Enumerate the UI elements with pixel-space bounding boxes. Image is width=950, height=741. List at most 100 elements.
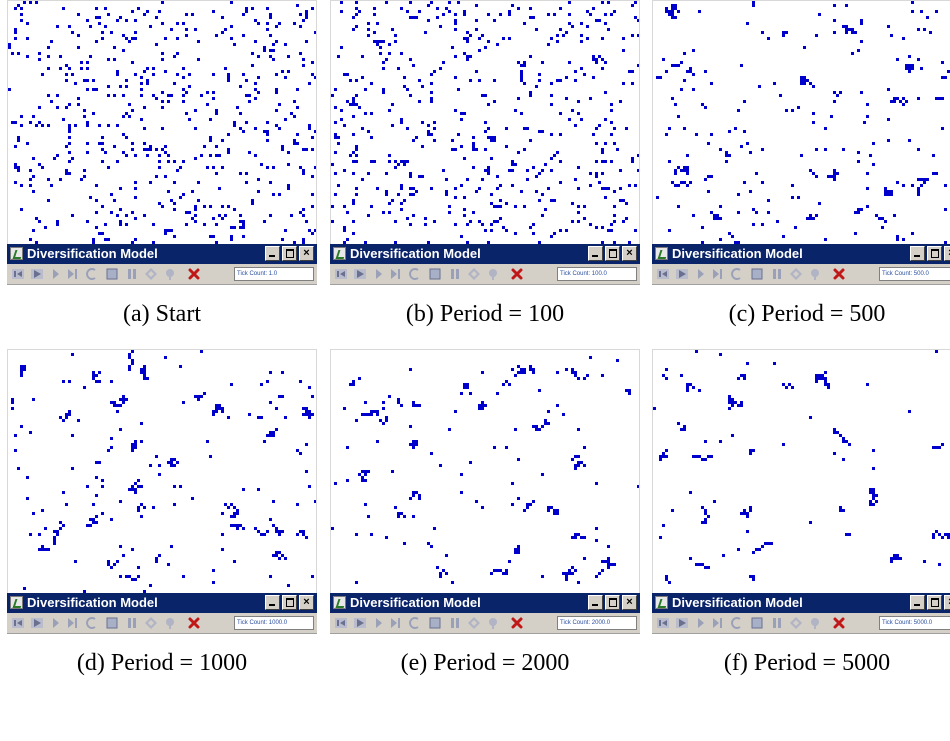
step-button[interactable] xyxy=(372,267,386,281)
setup-button[interactable] xyxy=(428,267,442,281)
maximize-button[interactable] xyxy=(605,595,620,610)
window-title-bar[interactable]: Diversification Model× xyxy=(330,244,640,264)
agent xyxy=(430,1,433,4)
record-button[interactable] xyxy=(163,616,177,630)
step-forward-button[interactable] xyxy=(388,616,402,630)
maximize-button[interactable] xyxy=(282,595,297,610)
step-forward-button[interactable] xyxy=(710,267,724,281)
agent xyxy=(400,187,403,190)
pause-button[interactable] xyxy=(448,267,462,281)
step-button[interactable] xyxy=(694,616,708,630)
close-button[interactable]: × xyxy=(622,595,637,610)
close-button[interactable]: × xyxy=(944,595,950,610)
pause-button[interactable] xyxy=(448,616,462,630)
exit-button[interactable] xyxy=(187,267,201,281)
close-button[interactable]: × xyxy=(299,246,314,261)
record-button[interactable] xyxy=(486,267,500,281)
options-button[interactable] xyxy=(467,267,481,281)
exit-button[interactable] xyxy=(510,616,524,630)
step-forward-button[interactable] xyxy=(65,267,79,281)
pause-button[interactable] xyxy=(125,267,139,281)
agent xyxy=(266,22,269,25)
minimize-button[interactable] xyxy=(265,595,280,610)
reset-button[interactable] xyxy=(408,616,422,630)
maximize-button[interactable] xyxy=(927,595,942,610)
step-button[interactable] xyxy=(694,267,708,281)
record-button[interactable] xyxy=(808,267,822,281)
window-title-bar[interactable]: Diversification Model× xyxy=(652,593,950,613)
pause-button[interactable] xyxy=(770,267,784,281)
close-button[interactable]: × xyxy=(299,595,314,610)
maximize-button[interactable] xyxy=(282,246,297,261)
agent xyxy=(514,232,517,235)
tick-count-display: Tick Count: 5000.0 xyxy=(879,616,950,630)
reset-button[interactable] xyxy=(730,616,744,630)
maximize-button[interactable] xyxy=(605,246,620,261)
close-button[interactable]: × xyxy=(944,246,950,261)
window-title-bar[interactable]: Diversification Model× xyxy=(7,593,317,613)
setup-button[interactable] xyxy=(428,616,442,630)
step-back-button[interactable] xyxy=(11,267,25,281)
app-icon xyxy=(10,247,23,260)
exit-button[interactable] xyxy=(832,267,846,281)
options-button[interactable] xyxy=(789,267,803,281)
pause-button[interactable] xyxy=(125,616,139,630)
agent xyxy=(352,199,355,202)
play-button[interactable] xyxy=(30,616,44,630)
options-button[interactable] xyxy=(467,616,481,630)
setup-button[interactable] xyxy=(750,616,764,630)
close-button[interactable]: × xyxy=(622,246,637,261)
minimize-button[interactable] xyxy=(265,246,280,261)
agent xyxy=(400,160,403,163)
step-button[interactable] xyxy=(49,267,63,281)
play-button[interactable] xyxy=(675,616,689,630)
step-forward-button[interactable] xyxy=(388,267,402,281)
pause-button[interactable] xyxy=(770,616,784,630)
options-button[interactable] xyxy=(144,616,158,630)
play-button[interactable] xyxy=(353,616,367,630)
reset-button[interactable] xyxy=(730,267,744,281)
record-button[interactable] xyxy=(808,616,822,630)
step-forward-button[interactable] xyxy=(65,616,79,630)
agent xyxy=(56,220,59,223)
agent xyxy=(511,4,514,7)
agent xyxy=(161,22,164,25)
exit-button[interactable] xyxy=(187,616,201,630)
reset-button[interactable] xyxy=(408,267,422,281)
setup-button[interactable] xyxy=(105,616,119,630)
exit-button[interactable] xyxy=(832,616,846,630)
play-button[interactable] xyxy=(353,267,367,281)
step-forward-button[interactable] xyxy=(710,616,724,630)
agent xyxy=(544,163,547,166)
agent xyxy=(137,509,140,512)
step-back-button[interactable] xyxy=(11,616,25,630)
minimize-button[interactable] xyxy=(910,246,925,261)
play-button[interactable] xyxy=(30,267,44,281)
step-back-button[interactable] xyxy=(334,267,348,281)
step-button[interactable] xyxy=(49,616,63,630)
reset-button[interactable] xyxy=(85,616,99,630)
record-button[interactable] xyxy=(486,616,500,630)
record-button[interactable] xyxy=(163,267,177,281)
options-button[interactable] xyxy=(789,616,803,630)
step-back-button[interactable] xyxy=(334,616,348,630)
agent xyxy=(14,434,17,437)
exit-button[interactable] xyxy=(510,267,524,281)
minimize-button[interactable] xyxy=(910,595,925,610)
reset-button[interactable] xyxy=(85,267,99,281)
options-button[interactable] xyxy=(144,267,158,281)
step-back-button[interactable] xyxy=(656,616,670,630)
play-button[interactable] xyxy=(675,267,689,281)
window-title-bar[interactable]: Diversification Model× xyxy=(7,244,317,264)
maximize-button[interactable] xyxy=(927,246,942,261)
window-title-bar[interactable]: Diversification Model× xyxy=(652,244,950,264)
setup-button[interactable] xyxy=(750,267,764,281)
window-title-bar[interactable]: Diversification Model× xyxy=(330,593,640,613)
step-back-button[interactable] xyxy=(656,267,670,281)
minimize-button[interactable] xyxy=(588,246,603,261)
setup-button[interactable] xyxy=(105,267,119,281)
minimize-button[interactable] xyxy=(588,595,603,610)
step-button[interactable] xyxy=(372,616,386,630)
agent xyxy=(14,163,17,166)
agent xyxy=(929,31,932,34)
